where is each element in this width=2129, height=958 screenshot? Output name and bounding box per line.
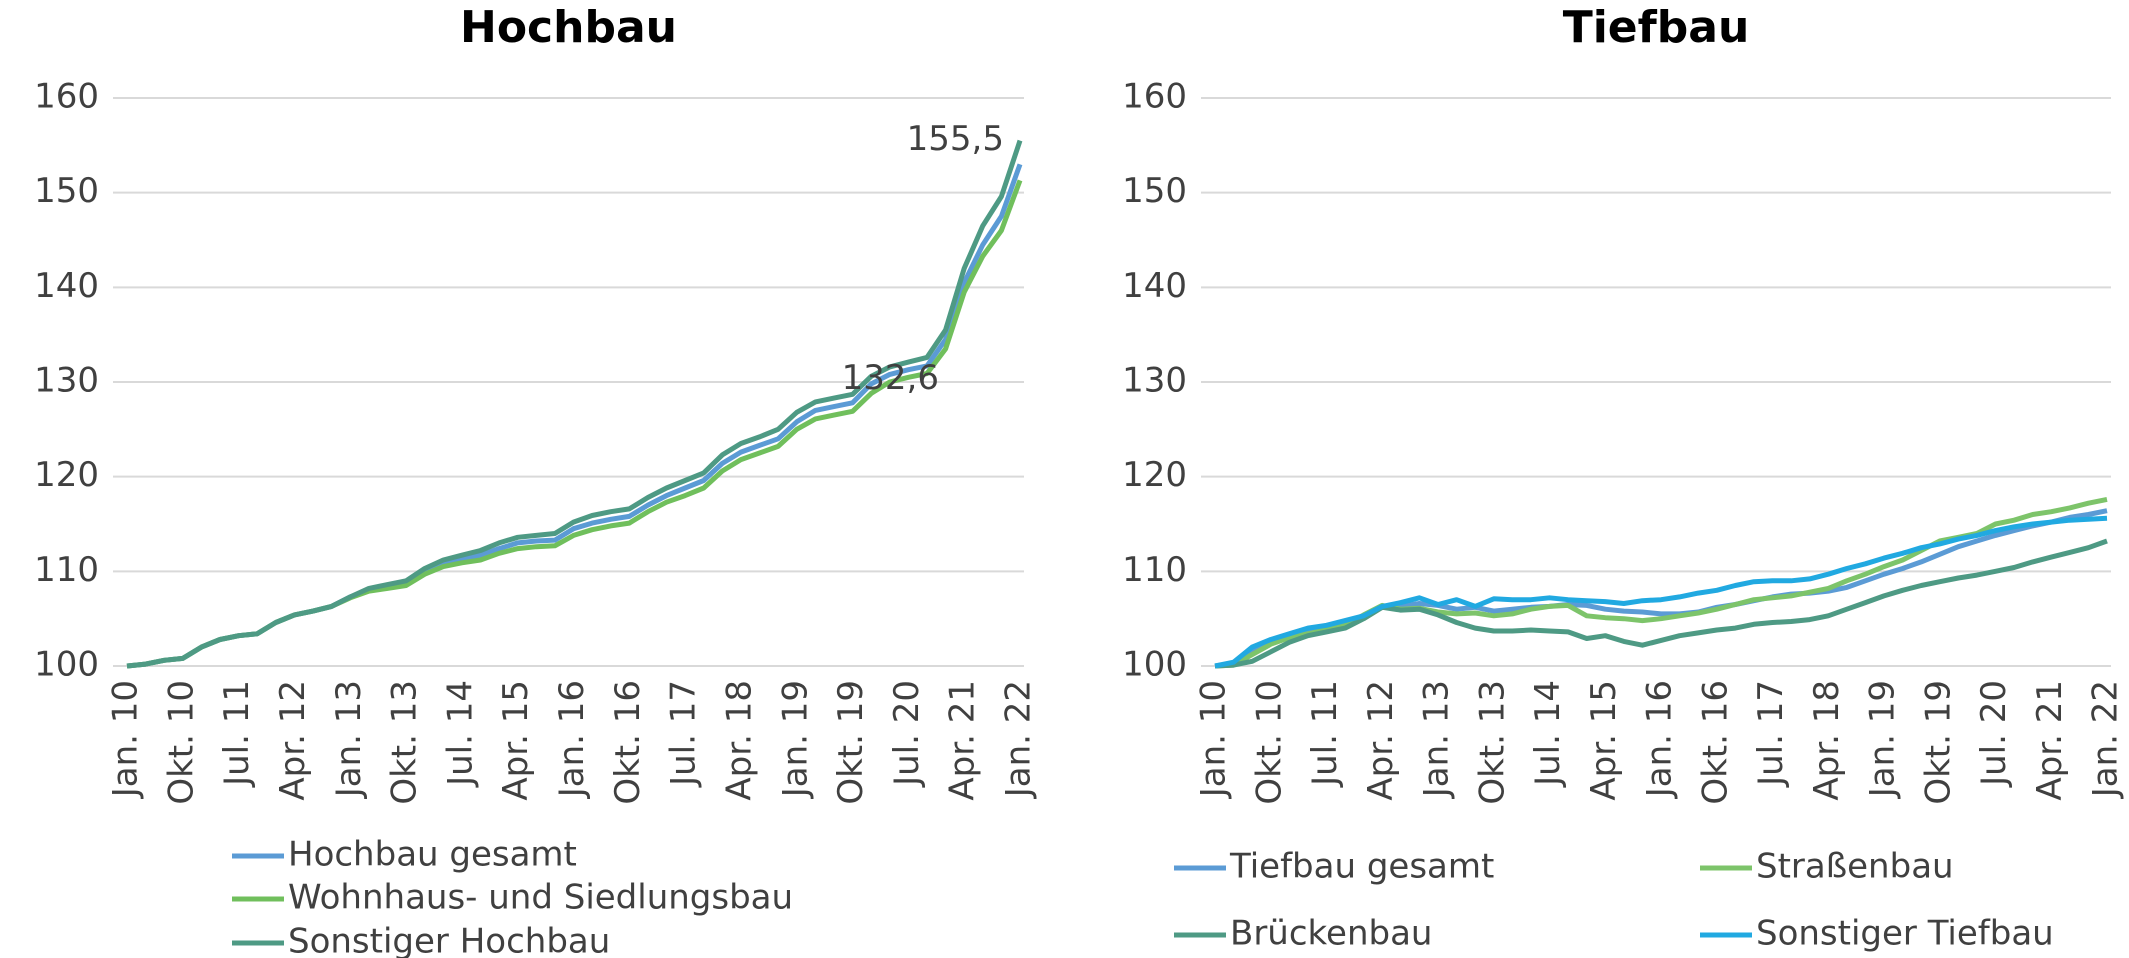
series-line [126, 163, 1023, 669]
y-tick-label: 100 [34, 645, 99, 685]
legend-label: Sonstiger Hochbau [288, 922, 610, 958]
x-tick-label: Jul. 11 [217, 680, 257, 788]
y-tick-label: 120 [34, 455, 99, 495]
y-tick-label: 160 [34, 77, 99, 117]
x-tick-label: Jan. 19 [1863, 680, 1903, 799]
x-tick-label: Jan. 22 [999, 680, 1039, 799]
y-tick-label: 160 [1122, 77, 1187, 117]
legend-label: Tiefbau gesamt [1229, 847, 1494, 887]
series-line [126, 139, 1023, 669]
y-tick-label: 140 [34, 266, 99, 306]
x-tick-label: Jan. 10 [1194, 680, 1234, 799]
x-tick-label: Apr. 12 [1361, 680, 1401, 801]
y-tick-label: 110 [34, 550, 99, 590]
y-tick-label: 150 [1122, 171, 1187, 211]
y-tick-label: 150 [34, 171, 99, 211]
x-tick-label: Apr. 12 [273, 680, 313, 801]
chart-title: Hochbau [460, 2, 677, 53]
y-tick-label: 130 [1122, 361, 1187, 401]
x-tick-label: Okt. 13 [1472, 680, 1512, 805]
x-tick-label: Jul. 17 [664, 680, 704, 788]
x-tick-label: Jan. 13 [329, 680, 369, 799]
x-tick-label: Jan. 19 [775, 680, 815, 799]
series-line [1214, 515, 2108, 669]
legend-label: Hochbau gesamt [288, 835, 577, 875]
x-tick-label: Jan. 10 [106, 680, 146, 799]
x-tick-label: Okt. 10 [161, 680, 201, 805]
x-tick-label: Jan. 13 [1417, 680, 1457, 799]
x-tick-label: Okt. 19 [831, 680, 871, 805]
y-tick-label: 120 [1122, 455, 1187, 495]
legend-label: Sonstiger Tiefbau [1756, 914, 2054, 954]
legend-label: Wohnhaus- und Siedlungsbau [288, 878, 793, 918]
x-tick-label: Jan. 22 [2086, 680, 2126, 799]
x-tick-label: Jul. 14 [1528, 680, 1568, 788]
x-tick-label: Apr. 15 [496, 680, 536, 801]
y-tick-label: 100 [1122, 645, 1187, 685]
x-tick-label: Apr. 21 [943, 680, 983, 801]
x-tick-label: Okt. 16 [1695, 680, 1735, 805]
series-line [126, 179, 1023, 669]
x-tick-label: Jul. 11 [1305, 680, 1345, 788]
legend-label: Brückenbau [1230, 914, 1432, 954]
x-tick-label: Jul. 20 [887, 680, 927, 788]
x-tick-label: Jan. 16 [552, 680, 592, 799]
x-tick-label: Apr. 21 [2030, 680, 2070, 801]
chart-title: Tiefbau [1563, 2, 1750, 53]
y-tick-label: 140 [1122, 266, 1187, 306]
x-tick-label: Okt. 13 [385, 680, 425, 805]
x-tick-label: Jan. 16 [1640, 680, 1680, 799]
series-line [1214, 538, 2108, 669]
x-tick-label: Okt. 19 [1918, 680, 1958, 805]
x-tick-label: Apr. 15 [1584, 680, 1624, 801]
x-tick-label: Okt. 10 [1249, 680, 1289, 805]
x-tick-label: Jul. 14 [440, 680, 480, 788]
y-tick-label: 110 [1122, 550, 1187, 590]
x-tick-label: Apr. 18 [719, 680, 759, 801]
legend-label: Straßenbau [1756, 847, 1954, 887]
x-tick-label: Apr. 18 [1807, 680, 1847, 801]
y-tick-label: 130 [34, 361, 99, 401]
x-tick-label: Jul. 17 [1751, 680, 1791, 788]
data-label: 155,5 [907, 119, 1004, 159]
x-tick-label: Okt. 16 [608, 680, 648, 805]
data-label: 132,6 [842, 358, 939, 398]
x-tick-label: Jul. 20 [1974, 680, 2014, 788]
